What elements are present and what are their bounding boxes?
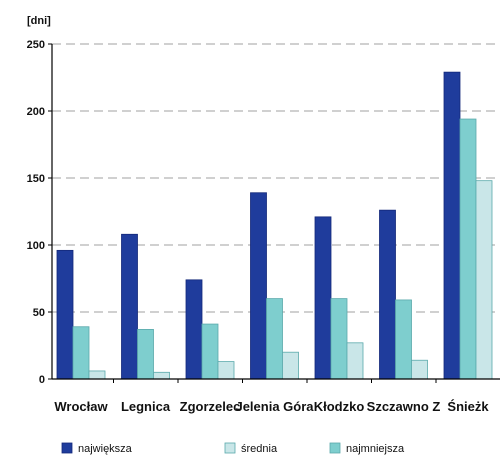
legend-label-najwieksza: największa: [78, 443, 133, 455]
bar-najwieksza-klodzko: [314, 216, 332, 380]
y-tick-label: 0: [39, 374, 45, 386]
bar-najwieksza-zgorzelec: [185, 279, 203, 380]
x-category-label: Śnieżk: [447, 399, 489, 414]
bar-srednia-legnica: [153, 371, 170, 380]
bar-srednia-zgorzelec: [217, 361, 235, 380]
bars: [56, 71, 493, 380]
grid-lines: [52, 43, 500, 313]
bar-najwieksza-jelenia-gora: [250, 192, 267, 380]
legend-swatch-srednia: [224, 442, 236, 454]
bar-srednia-sniezk: [475, 180, 493, 380]
y-tick-label: 200: [27, 106, 45, 118]
axes: [51, 44, 500, 383]
bar-najmniejsza-klodzko: [330, 298, 348, 380]
y-tick-label: 250: [27, 39, 45, 51]
legend-swatch-najmniejsza: [329, 442, 341, 454]
legend: największa średnia najmniejsza: [61, 442, 405, 455]
bar-srednia-szczawno-z: [411, 359, 428, 380]
x-category-label: Szczawno Z: [367, 399, 441, 414]
legend-label-srednia: średnia: [241, 443, 278, 455]
x-category-label: Wrocław: [54, 399, 108, 414]
y-tick-label: 100: [27, 240, 45, 252]
bar-srednia-klodzko: [346, 342, 364, 380]
x-category-label: Legnica: [121, 399, 171, 414]
x-category-label: Jelenia Góra: [235, 399, 314, 414]
bar-najwieksza-wroclaw: [56, 249, 74, 380]
legend-label-najmniejsza: najmniejsza: [346, 443, 405, 455]
bar-najwieksza-szczawno-z: [379, 209, 396, 380]
y-tick-label: 150: [27, 173, 45, 185]
x-category-label: Zgorzelec: [180, 399, 241, 414]
bar-srednia-jelenia-gora: [282, 351, 299, 380]
bar-najmniejsza-wroclaw: [72, 326, 90, 380]
legend-swatch-najwieksza: [61, 442, 73, 454]
y-axis-unit-label: [dni]: [27, 15, 51, 27]
bar-najwieksza-sniezk: [443, 71, 461, 380]
bar-najmniejsza-szczawno-z: [395, 299, 412, 380]
y-tick-label: 50: [33, 307, 45, 319]
bar-najmniejsza-legnica: [137, 329, 154, 380]
bar-najwieksza-legnica: [121, 233, 138, 380]
bar-srednia-wroclaw: [88, 370, 106, 380]
bar-najmniejsza-zgorzelec: [201, 323, 219, 380]
y-axis-ticks: 0 50 100 150 200 250: [27, 39, 52, 386]
bar-najmniejsza-jelenia-gora: [266, 298, 283, 380]
bar-najmniejsza-sniezk: [459, 118, 477, 380]
x-category-label: Kłodzko: [314, 399, 365, 414]
